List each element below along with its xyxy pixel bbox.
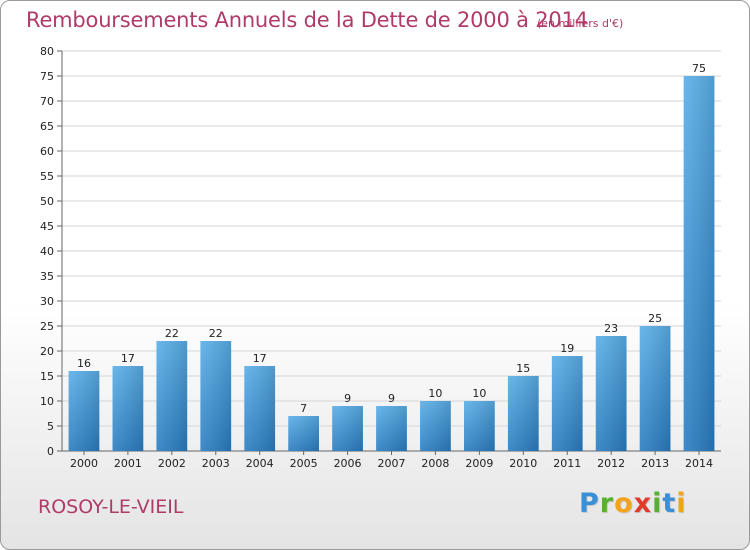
y-tick-label: 60 (40, 145, 54, 158)
bar-shade (420, 401, 451, 451)
bar-value-label: 19 (560, 342, 574, 355)
x-tick-label: 2008 (421, 457, 449, 470)
y-tick-label: 70 (40, 95, 54, 108)
y-tick-label: 30 (40, 295, 54, 308)
bar-value-label: 17 (253, 352, 267, 365)
bar-value-label: 22 (209, 327, 223, 340)
bar-shade (288, 416, 320, 451)
x-tick-label: 2010 (509, 457, 537, 470)
bar-shade (68, 371, 100, 451)
logo-letter: t (662, 488, 677, 519)
x-tick-label: 2011 (553, 457, 581, 470)
bar-value-label: 16 (77, 357, 91, 370)
bar-shade (376, 406, 407, 451)
y-tick-label: 35 (40, 270, 54, 283)
logo-letter: r (599, 488, 615, 519)
bar-shade (595, 336, 627, 451)
y-tick-label: 10 (40, 395, 54, 408)
y-tick-label: 55 (40, 170, 54, 183)
bar-shade (507, 376, 539, 451)
logo-letter: o (614, 488, 634, 519)
bar-shade (332, 406, 363, 451)
y-tick-label: 5 (47, 420, 54, 433)
x-tick-label: 2006 (334, 457, 362, 470)
x-tick-label: 2007 (378, 457, 406, 470)
y-tick-label: 45 (40, 220, 54, 233)
bar-value-label: 15 (516, 362, 530, 375)
logo-letter: i (652, 488, 663, 519)
x-tick-label: 2000 (70, 457, 98, 470)
x-tick-label: 2013 (641, 457, 669, 470)
x-tick-label: 2001 (114, 457, 142, 470)
chart-title: Remboursements Annuels de la Dette de 20… (26, 8, 588, 32)
bar-value-label: 25 (648, 312, 662, 325)
x-tick-label: 2012 (597, 457, 625, 470)
bar-value-label: 9 (344, 392, 351, 405)
bar-shade (244, 366, 276, 451)
bar-shade (112, 366, 144, 451)
proxiti-logo: Proxiti (579, 488, 687, 519)
y-tick-label: 15 (40, 370, 54, 383)
y-tick-label: 40 (40, 245, 54, 258)
bar-shade (200, 341, 232, 451)
y-tick-label: 25 (40, 320, 54, 333)
y-tick-label: 65 (40, 120, 54, 133)
x-tick-label: 2014 (685, 457, 713, 470)
x-tick-label: 2004 (246, 457, 274, 470)
bar-value-label: 9 (388, 392, 395, 405)
bars (68, 76, 715, 451)
labels: 0 5 10 15 20 25 30 35 40 45 50 55 60 65 70 75 80 16 2000 17… (40, 45, 713, 470)
x-tick-label: 2002 (158, 457, 186, 470)
y-tick-label: 50 (40, 195, 54, 208)
logo-letter: P (579, 488, 600, 519)
bar-value-label: 17 (121, 352, 135, 365)
bar-value-label: 23 (604, 322, 618, 335)
y-tick-label: 0 (47, 445, 54, 458)
logo-letter: i (676, 488, 687, 519)
bar-value-label: 10 (428, 387, 442, 400)
y-tick-label: 75 (40, 70, 54, 83)
bar-value-label: 22 (165, 327, 179, 340)
x-tick-label: 2003 (202, 457, 230, 470)
bar-shade (639, 326, 671, 451)
bar-value-label: 7 (300, 402, 307, 415)
commune-name: ROSOY-LE-VIEIL (38, 496, 184, 518)
bar-shade (683, 76, 715, 451)
bar-shade (156, 341, 188, 451)
x-tick-label: 2005 (290, 457, 318, 470)
bar-shade (463, 401, 495, 451)
bar-value-label: 75 (692, 62, 706, 75)
y-tick-label: 80 (40, 45, 54, 58)
bar-shade (551, 356, 583, 451)
logo-letter: x (633, 488, 653, 519)
y-tick-label: 20 (40, 345, 54, 358)
x-tick-label: 2009 (465, 457, 493, 470)
chart-unit-note: (en milliers d'€) (537, 17, 624, 30)
bar-value-label: 10 (472, 387, 486, 400)
